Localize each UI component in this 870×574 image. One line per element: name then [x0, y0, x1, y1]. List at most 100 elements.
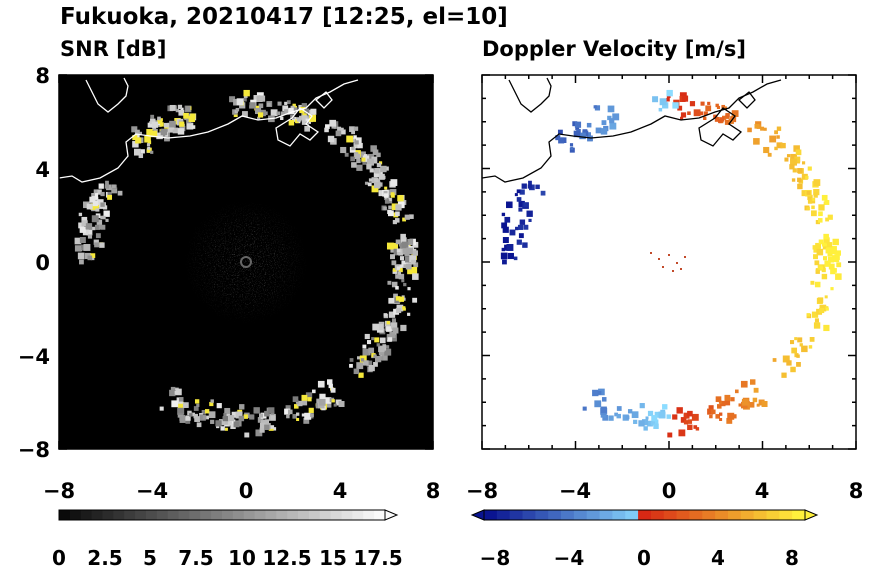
snr-echo-cell	[151, 121, 159, 128]
snr-echo-cell	[311, 389, 316, 394]
doppler-echo-cell	[695, 427, 700, 431]
doppler-echo-cell	[514, 193, 518, 197]
snr-colorbar-label: 0	[52, 546, 66, 570]
doppler-echo-cell	[741, 398, 749, 406]
snr-echo-cell	[296, 412, 300, 416]
doppler-echo-cell	[806, 206, 810, 211]
snr-echo-cell	[171, 400, 179, 408]
snr-echo-cell	[400, 237, 407, 244]
snr-y-tick-label: −8	[18, 438, 50, 462]
doppler-echo-cell	[516, 197, 522, 202]
doppler-echo-cell	[683, 412, 690, 419]
snr-colorbar-labels: 0 2.5 5 7.5 10 12.5 15 17.5	[52, 546, 403, 570]
doppler-colorbar-extend-max	[804, 509, 819, 521]
snr-echo-cell	[356, 158, 361, 164]
snr-echo-cell	[249, 102, 256, 109]
snr-echo-cell	[395, 286, 399, 290]
snr-echo-cell	[301, 115, 308, 122]
snr-echo-cell	[233, 98, 240, 106]
snr-echo-cell	[381, 354, 388, 361]
doppler-echo-cell	[756, 403, 760, 407]
doppler-echo-cell	[791, 178, 796, 182]
snr-echo-cell	[150, 114, 155, 119]
doppler-echo-cell	[607, 115, 612, 121]
snr-y-tick-label: 4	[35, 158, 50, 182]
snr-echo-cell	[91, 193, 99, 200]
snr-echo-cell	[351, 146, 355, 151]
snr-echo-cell	[298, 104, 303, 109]
doppler-echo-cell	[502, 226, 509, 233]
doppler-echo-cell	[643, 426, 648, 431]
snr-echo-cell	[270, 109, 278, 117]
doppler-colorbar-swatch	[573, 510, 588, 520]
doppler-echo-cell	[767, 152, 772, 157]
doppler-x-tick-label: −8	[466, 479, 498, 503]
snr-echo-cell	[366, 164, 372, 170]
snr-echo-cell	[301, 119, 307, 125]
snr-echo-cell	[276, 111, 281, 116]
snr-echo-cell	[359, 151, 366, 158]
doppler-echo-cell	[612, 113, 620, 121]
snr-echo-cell	[243, 89, 250, 97]
snr-echo-cell	[243, 414, 248, 419]
doppler-echo-cell	[528, 180, 532, 185]
doppler-colorbar-swatch	[753, 510, 767, 520]
snr-echo-cell	[178, 109, 185, 116]
snr-echo-cell	[329, 119, 337, 127]
snr-echo-cell	[177, 104, 183, 110]
snr-echo-cell	[227, 421, 232, 426]
snr-echo-cell	[383, 206, 387, 211]
snr-colorbar-swatch	[167, 510, 180, 520]
snr-colorbar-swatch	[330, 510, 343, 520]
snr-echo-cell	[270, 415, 276, 421]
snr-echo-cell	[378, 173, 385, 180]
snr-colorbar-swatch	[341, 510, 353, 520]
doppler-echo-cell	[574, 121, 582, 128]
doppler-echo-cell	[528, 218, 532, 222]
doppler-echo-cell	[676, 407, 683, 414]
doppler-colorbar-swatch	[650, 510, 665, 520]
doppler-echo-cell	[519, 189, 525, 195]
doppler-axis-ticks	[481, 74, 857, 450]
snr-echo-cell	[398, 268, 403, 273]
doppler-echo-cell	[789, 340, 795, 345]
snr-echo-cell	[102, 215, 106, 220]
doppler-echo-cell	[569, 143, 574, 147]
doppler-echo-cell	[600, 412, 607, 418]
doppler-echo-cell	[575, 126, 580, 131]
doppler-echo-cell	[819, 266, 824, 270]
doppler-echo-cell	[594, 105, 601, 111]
doppler-echo-cell	[724, 394, 731, 401]
snr-echo-cell	[397, 271, 402, 276]
doppler-echo-cell	[782, 355, 790, 363]
snr-echo-cell	[374, 168, 380, 174]
doppler-echo-cell	[726, 417, 733, 424]
doppler-echo-cell	[836, 262, 842, 268]
snr-echo-cell	[325, 402, 332, 408]
snr-echo-cell	[160, 128, 168, 136]
doppler-echo-cell	[681, 95, 689, 102]
snr-colorbar-swatch	[135, 510, 147, 520]
doppler-echo-cell	[572, 121, 578, 127]
doppler-echo-cell	[638, 420, 645, 427]
snr-echo-cell	[175, 388, 182, 396]
doppler-echo-cell	[502, 259, 507, 265]
snr-echo-cell	[138, 153, 144, 159]
doppler-echo-cell	[535, 184, 540, 190]
snr-echo-cell	[301, 413, 305, 417]
snr-echo-cell	[360, 358, 365, 362]
doppler-colorbar-swatch	[676, 510, 690, 520]
snr-echo-cell	[132, 135, 138, 141]
snr-echo-cell	[309, 115, 317, 122]
snr-echo-cell	[187, 410, 192, 416]
snr-echo-cell	[87, 255, 93, 261]
snr-echo-cell	[266, 102, 271, 107]
snr-echo-cell	[91, 193, 95, 197]
snr-echo-cell	[389, 331, 396, 339]
snr-echo-cell	[185, 419, 191, 424]
doppler-echo-cell	[732, 414, 737, 419]
doppler-echo-cell	[597, 390, 602, 395]
snr-echo-cell	[395, 211, 400, 217]
snr-echo-cell	[179, 121, 185, 127]
doppler-colorbar-swatch	[663, 510, 678, 520]
